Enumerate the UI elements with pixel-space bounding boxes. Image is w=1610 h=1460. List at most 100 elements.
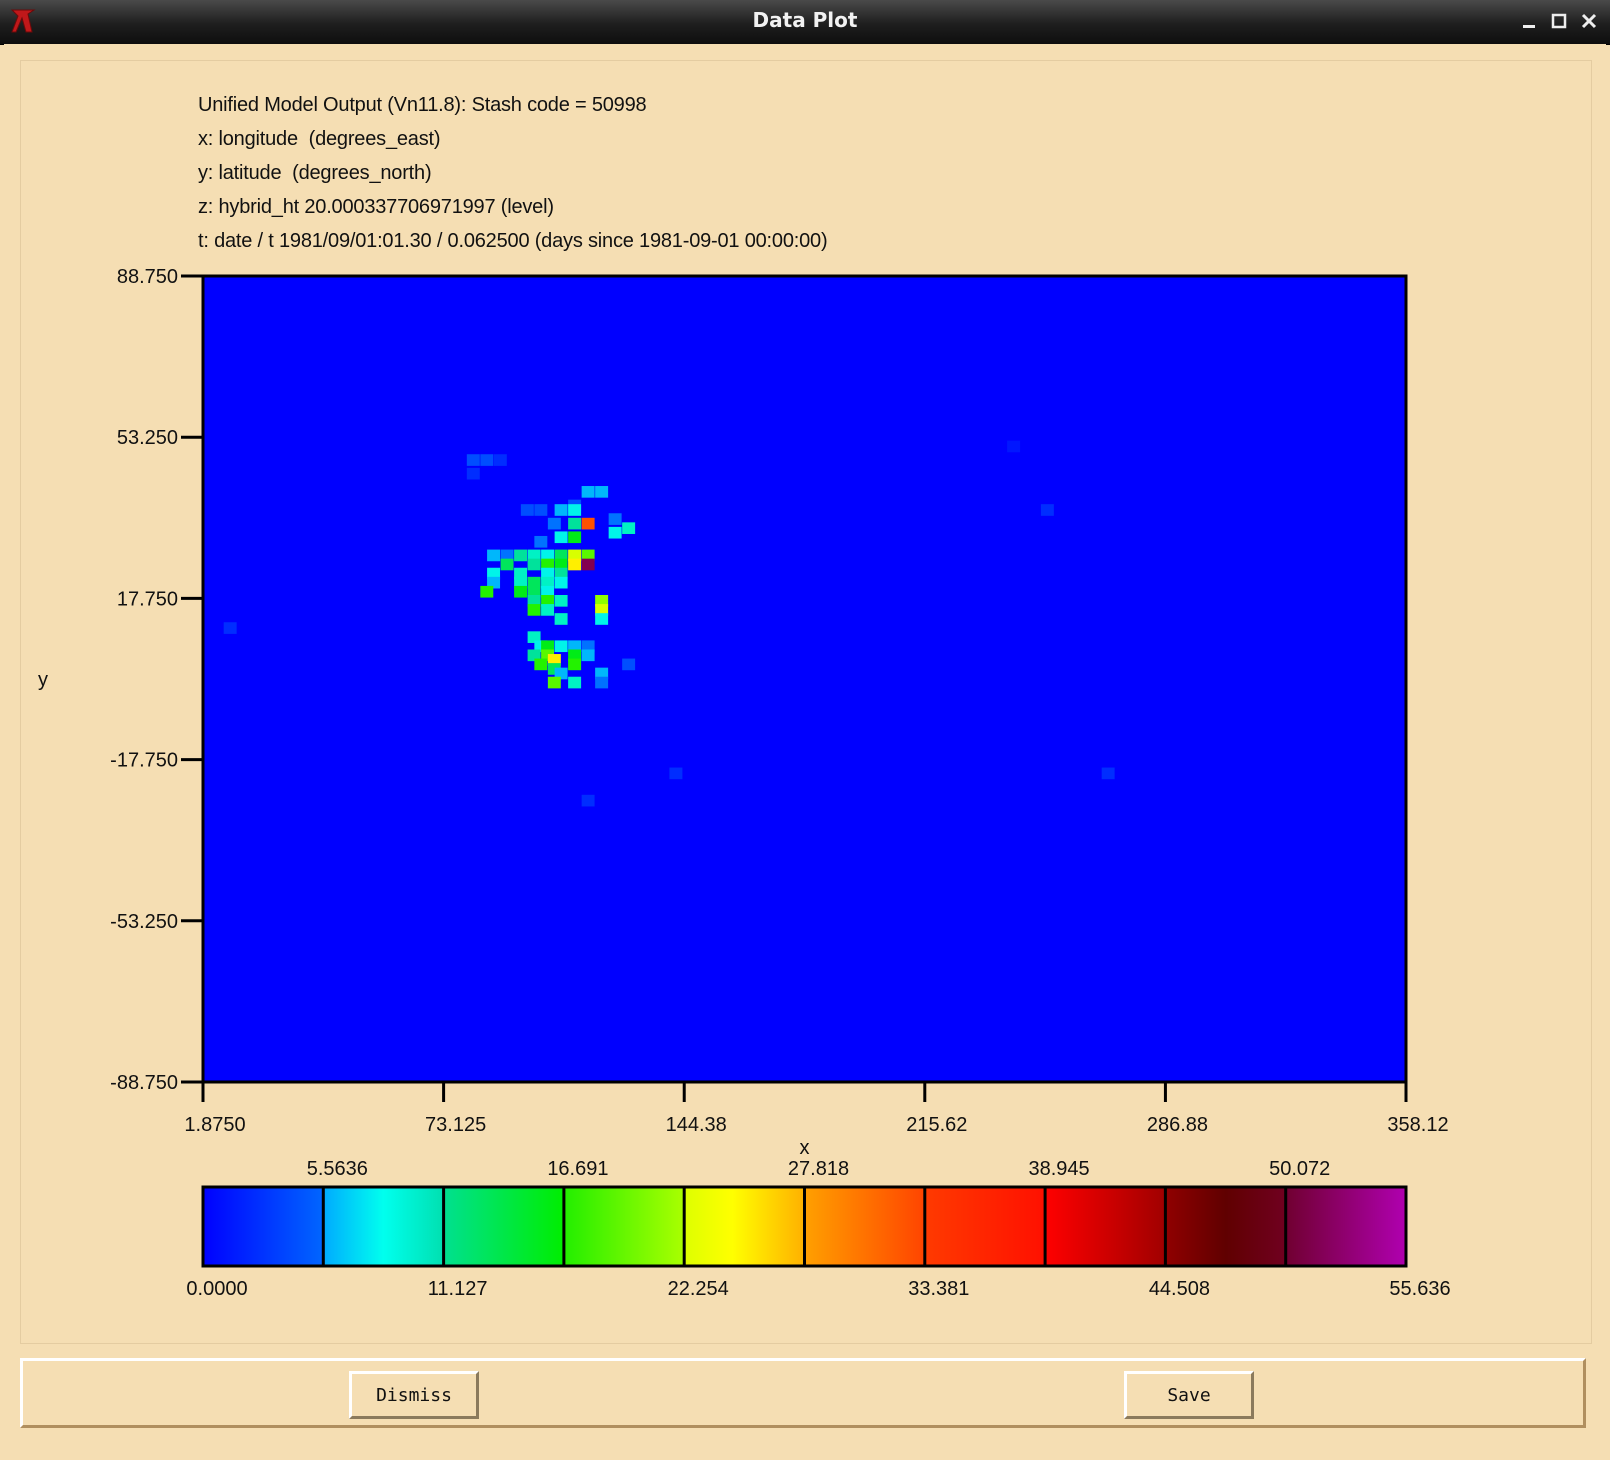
colorbar-segment: [1285, 1187, 1406, 1266]
button-bar: Dismiss Save: [20, 1358, 1586, 1428]
heatmap-cell: [541, 649, 555, 662]
colorbar-segment: [684, 1187, 805, 1266]
window-title: Data Plot: [752, 8, 858, 32]
heatmap-cell: [581, 549, 595, 562]
heatmap-cell: [608, 513, 622, 525]
heatmap-cell: [527, 649, 541, 662]
heatmap-cell: [534, 640, 548, 653]
heatmap-cell: [547, 676, 561, 689]
heatmap-cell: [595, 594, 609, 607]
heatmap-cell: [541, 594, 555, 607]
heatmap-cell: [1101, 767, 1115, 780]
heatmap-cell: [223, 622, 237, 634]
heatmap-cell: [622, 522, 636, 534]
heatmap-cell: [527, 594, 541, 607]
heatmap-cell: [554, 640, 568, 653]
heatmap-cell: [568, 676, 582, 689]
colorbar-bottom-label: 11.127: [428, 1278, 488, 1300]
header-title-line: Unified Model Output (Vn11.8): Stash cod…: [198, 94, 647, 116]
heatmap-cell: [514, 576, 528, 589]
colorbar-bottom-label: 55.636: [1389, 1278, 1450, 1300]
heatmap-cell: [554, 667, 568, 680]
colorbar-segment: [1045, 1187, 1166, 1266]
heatmap-cell: [541, 604, 555, 616]
heatmap-cell: [581, 794, 595, 807]
heatmap-cell: [514, 567, 528, 580]
heatmap-cell: [541, 640, 555, 653]
x-tick-label: 215.62: [906, 1114, 967, 1136]
plot-header: Unified Model Output (Vn11.8): Stash cod…: [198, 88, 828, 258]
heatmap-cell: [581, 558, 595, 571]
header-z-line: z: hybrid_ht 20.000337706971997 (level): [198, 196, 554, 218]
heatmap-cell: [520, 504, 534, 516]
heatmap-cell: [595, 613, 609, 625]
colorbar-segment: [323, 1187, 444, 1266]
heatmap-cell: [480, 585, 494, 598]
heatmap-cell: [534, 658, 548, 671]
heatmap-cell: [541, 549, 555, 562]
colorbar-top-label: 16.691: [547, 1158, 608, 1180]
heatmap-cell: [568, 531, 582, 544]
heatmap-cell: [527, 585, 541, 598]
heatmap-cell: [514, 549, 528, 562]
x-axis-label: x: [800, 1137, 810, 1159]
heatmap-cell: [487, 567, 501, 580]
heatmap-cell: [554, 549, 568, 562]
heatmap-cell: [554, 504, 568, 516]
heatmap-cell: [527, 604, 541, 616]
heatmap-cell: [554, 531, 568, 544]
app-logo-icon: [10, 9, 36, 33]
y-tick-label: -88.750: [110, 1072, 178, 1094]
heatmap-cell: [581, 517, 595, 530]
colorbar-frame: [201, 1185, 1408, 1268]
heatmap-cell: [466, 467, 480, 480]
save-button[interactable]: Save: [1124, 1371, 1254, 1419]
heatmap-cell: [568, 558, 582, 571]
heatmap-cell: [527, 631, 541, 643]
heatmap-cell: [568, 658, 582, 671]
heatmap-cell: [581, 486, 595, 498]
colorbar-top-label: 50.072: [1269, 1158, 1330, 1180]
colorbar-segment: [924, 1187, 1046, 1266]
heatmap-cell: [568, 504, 582, 516]
y-tick-label: 17.750: [117, 588, 178, 610]
heatmap-cell: [1007, 440, 1021, 453]
heatmap-cell: [608, 526, 622, 539]
heatmap-cell: [534, 504, 548, 516]
heatmap-cell: [595, 604, 609, 616]
minimize-icon[interactable]: [1518, 10, 1540, 32]
colorbar-bottom-label: 44.508: [1149, 1278, 1210, 1300]
colorbar-segment: [1165, 1187, 1286, 1266]
heatmap-cell: [541, 585, 555, 598]
heatmap-background: [203, 276, 1406, 1082]
header-y-line: y: latitude (degrees_north): [198, 162, 432, 184]
x-tick-label: 286.88: [1147, 1114, 1208, 1136]
colorbar-bottom-label: 33.381: [908, 1278, 969, 1300]
heatmap-cell: [541, 558, 555, 571]
heatmap-chart: 88.750 53.250 17.750 -17.750 -53.250 -88.750 1…: [38, 266, 1451, 1300]
heatmap-cell: [547, 517, 561, 530]
heatmap-cell: [554, 576, 568, 589]
heatmap-cell: [541, 576, 555, 589]
maximize-icon[interactable]: [1548, 10, 1570, 32]
heatmap-cell: [527, 549, 541, 562]
y-axis-label: y: [38, 669, 48, 691]
y-tick-label: -53.250: [110, 911, 178, 933]
heatmap-cell: [554, 567, 568, 580]
colorbar-segment: [443, 1187, 564, 1266]
colorbar-top-label: 38.945: [1029, 1158, 1090, 1180]
dismiss-button[interactable]: Dismiss: [349, 1371, 479, 1419]
y-tick-label: 53.250: [117, 427, 178, 449]
heatmap-cell: [547, 654, 561, 666]
x-tick-label: 144.38: [666, 1114, 727, 1136]
heatmap-cell: [581, 640, 595, 653]
heatmap-cell: [514, 585, 528, 598]
heatmap-cell: [595, 676, 609, 689]
y-tick-label: -17.750: [110, 750, 178, 772]
heatmap-cell: [595, 486, 609, 498]
close-icon[interactable]: [1578, 10, 1600, 32]
heatmap-cell: [541, 567, 555, 580]
y-tick-label: 88.750: [117, 266, 178, 288]
heatmap-cell: [500, 558, 514, 571]
heatmap-cell: [500, 549, 514, 562]
